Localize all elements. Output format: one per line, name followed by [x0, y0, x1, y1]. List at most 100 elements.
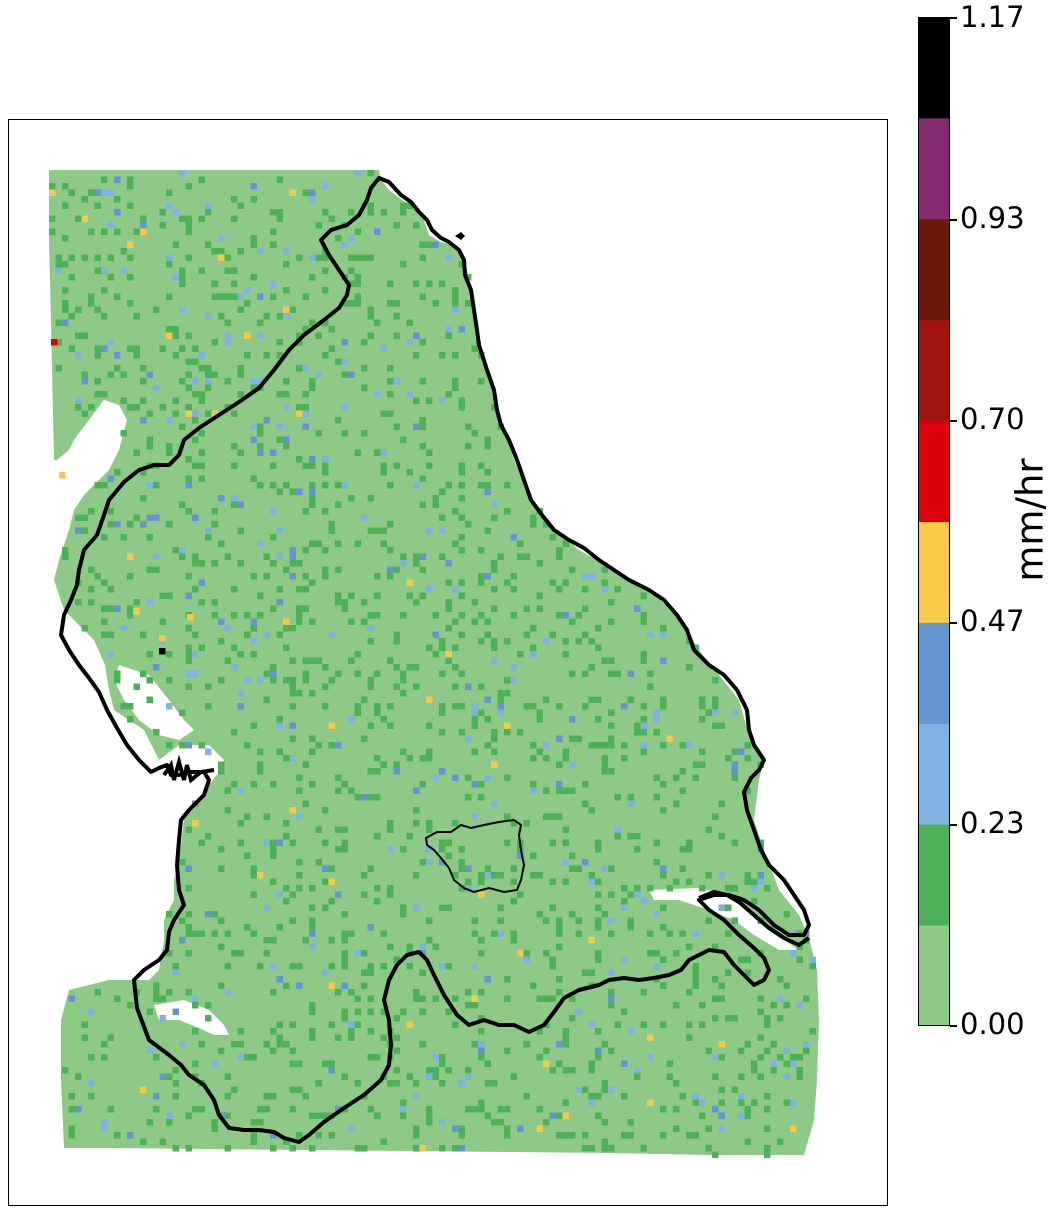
precip-pixel	[153, 1054, 160, 1061]
precip-pixel	[484, 573, 491, 580]
precip-pixel	[140, 469, 147, 476]
precip-pixel	[322, 352, 329, 359]
precip-pixel	[263, 1093, 270, 1100]
precip-pixel	[68, 995, 75, 1002]
precip-pixel	[387, 521, 394, 528]
precip-pixel	[380, 1008, 387, 1015]
precip-pixel	[471, 1106, 478, 1113]
precip-pixel	[556, 813, 563, 820]
precip-pixel	[361, 982, 368, 989]
precip-pixel	[491, 586, 498, 593]
precip-pixel	[562, 1132, 569, 1139]
precip-pixel	[309, 1008, 316, 1015]
precip-pixel	[224, 1093, 231, 1100]
precip-pixel	[166, 911, 173, 918]
precip-pixel	[562, 755, 569, 762]
precip-pixel	[731, 761, 738, 768]
precip-pixel	[406, 833, 413, 840]
precip-pixel	[211, 560, 218, 567]
precip-pixel	[205, 410, 212, 417]
precip-pixel	[192, 670, 199, 677]
precip-pixel	[341, 956, 348, 963]
precip-pixel	[595, 891, 602, 898]
precip-pixel	[218, 540, 225, 547]
precip-pixel	[549, 579, 556, 586]
precip-pixel	[185, 924, 192, 931]
precip-pixel	[452, 384, 459, 391]
precip-pixel	[556, 930, 563, 937]
precip-pixel	[296, 982, 303, 989]
precip-pixel	[497, 917, 504, 924]
precip-pixel	[569, 618, 576, 625]
precip-pixel	[374, 709, 381, 716]
precip-pixel	[159, 209, 166, 216]
precip-pixel	[556, 735, 563, 742]
precip-pixel	[289, 573, 296, 580]
precip-pixel	[478, 989, 485, 996]
precip-pixel	[380, 410, 387, 417]
precip-pixel	[419, 781, 426, 788]
precip-pixel	[582, 670, 589, 677]
precip-pixel	[101, 482, 108, 489]
precip-pixel	[387, 943, 394, 950]
precip-pixel	[614, 794, 621, 801]
precip-pixel	[478, 709, 485, 716]
precip-pixel	[114, 677, 121, 684]
precip-pixel	[380, 540, 387, 547]
precip-pixel	[237, 202, 244, 209]
precip-pixel	[426, 1106, 433, 1113]
colorbar-bin	[918, 521, 950, 623]
precip-pixel	[114, 1132, 121, 1139]
precip-pixel	[75, 527, 82, 534]
precip-pixel	[757, 1008, 764, 1015]
precip-pixel	[699, 1112, 706, 1119]
precip-pixel	[250, 1132, 257, 1139]
precip-pixel	[315, 1112, 322, 1119]
precip-pixel	[374, 898, 381, 905]
precip-pixel	[679, 787, 686, 794]
precip-pixel	[562, 826, 569, 833]
precip-pixel	[686, 989, 693, 996]
precip-pixel	[458, 1145, 465, 1152]
precip-pixel	[81, 514, 88, 521]
precip-pixel	[75, 404, 82, 411]
precip-pixel	[432, 1067, 439, 1074]
precip-pixel	[608, 995, 615, 1002]
precip-pixel	[484, 631, 491, 638]
precip-pixel	[653, 709, 660, 716]
precip-pixel	[361, 430, 368, 437]
precip-pixel	[328, 677, 335, 684]
precip-pixel	[166, 189, 173, 196]
precip-pixel	[68, 189, 75, 196]
precip-pixel	[185, 742, 192, 749]
precip-pixel	[270, 878, 277, 885]
precip-pixel	[445, 904, 452, 911]
precip-pixel	[361, 254, 368, 261]
precip-pixel	[341, 1015, 348, 1022]
precip-pixel	[354, 1145, 361, 1152]
precip-pixel	[686, 1034, 693, 1041]
precip-pixel	[536, 592, 543, 599]
precip-pixel	[159, 404, 166, 411]
precip-pixel	[491, 644, 498, 651]
precip-pixel	[322, 878, 329, 885]
precip-pixel	[582, 1086, 589, 1093]
precip-pixel	[497, 904, 504, 911]
precip-pixel	[166, 449, 173, 456]
precip-pixel	[536, 709, 543, 716]
precip-pixel	[361, 599, 368, 606]
precip-pixel	[348, 1034, 355, 1041]
precip-pixel	[322, 267, 329, 274]
precip-pixel	[263, 352, 270, 359]
precip-pixel	[140, 521, 147, 528]
precip-pixel	[608, 969, 615, 976]
precip-pixel	[543, 950, 550, 957]
precip-pixel	[510, 573, 517, 580]
precip-pixel	[419, 417, 426, 424]
precip-pixel	[712, 943, 719, 950]
precip-pixel	[185, 911, 192, 918]
precip-pixel	[803, 995, 810, 1002]
precip-pixel	[185, 254, 192, 261]
precip-pixel	[127, 612, 134, 619]
precip-pixel	[660, 924, 667, 931]
